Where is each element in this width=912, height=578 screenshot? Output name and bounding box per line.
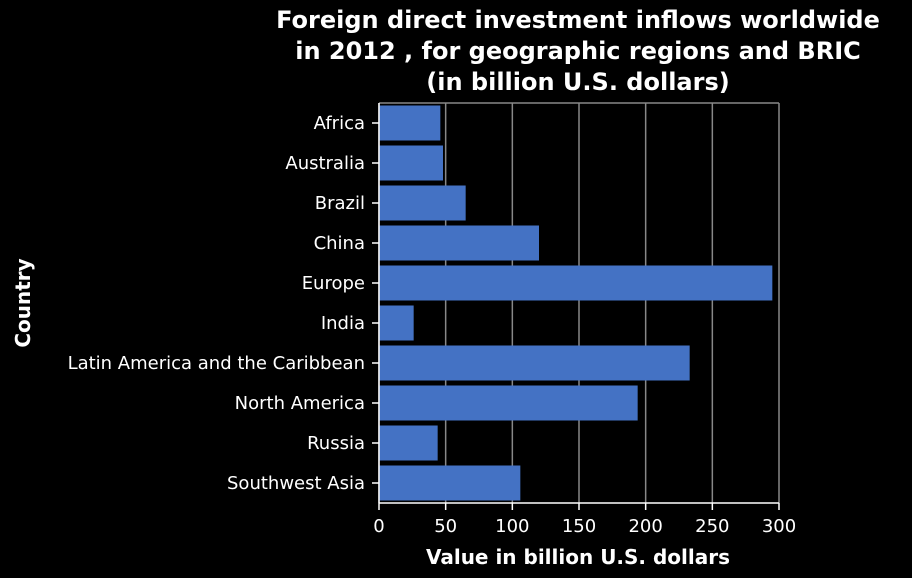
bar-8 <box>379 425 438 461</box>
bar-1 <box>379 145 443 181</box>
x-tick-label: 50 <box>434 516 457 537</box>
bar-4 <box>379 265 773 301</box>
x-axis-title: Value in billion U.S. dollars <box>426 545 730 569</box>
bars <box>379 105 773 501</box>
chart-title: Foreign direct investment inflows worldw… <box>276 6 880 96</box>
x-tick-label: 300 <box>762 516 796 537</box>
y-tick-label: Russia <box>307 433 365 454</box>
y-tick-label: Brazil <box>315 193 365 214</box>
bar-5 <box>379 305 414 341</box>
x-tick-label: 0 <box>373 516 384 537</box>
bar-7 <box>379 385 638 421</box>
x-tick-label: 250 <box>695 516 729 537</box>
gridlines <box>378 102 780 503</box>
chart-title-line-1: Foreign direct investment inflows worldw… <box>276 6 880 34</box>
y-tick-label: Africa <box>314 113 365 134</box>
bar-6 <box>379 345 690 381</box>
y-tick-label: China <box>314 233 365 254</box>
y-tick-label: Southwest Asia <box>227 473 365 494</box>
y-tick-label: Europe <box>302 273 365 294</box>
y-tick-label: North America <box>235 393 365 414</box>
x-tick-label: 200 <box>628 516 662 537</box>
y-tick-label: Australia <box>285 153 365 174</box>
bar-9 <box>379 465 521 501</box>
y-tick-label: Latin America and the Caribbean <box>68 353 365 374</box>
chart-title-line-2: in 2012 , for geographic regions and BRI… <box>295 37 861 65</box>
bar-3 <box>379 225 539 261</box>
x-tick-label: 100 <box>495 516 529 537</box>
y-tick-label: India <box>321 313 365 334</box>
chart-title-line-3: (in billion U.S. dollars) <box>426 68 729 96</box>
axes: Africa Australia Brazil China Europe India Lat… <box>68 103 796 537</box>
bar-2 <box>379 185 466 221</box>
bar-0 <box>379 105 441 141</box>
y-axis-title: Country <box>11 258 35 347</box>
x-tick-label: 150 <box>562 516 596 537</box>
